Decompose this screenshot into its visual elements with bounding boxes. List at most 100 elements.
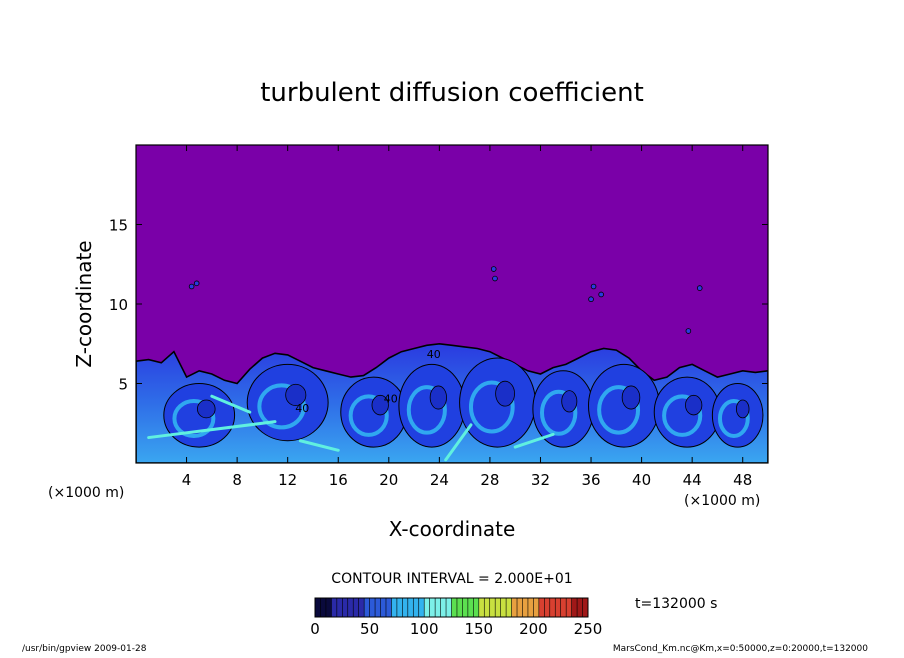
eddy-streak xyxy=(257,383,306,430)
colorbar-segment xyxy=(462,598,469,617)
colorbar-segment xyxy=(538,598,545,617)
eddy-streak xyxy=(717,398,750,438)
x-tick-label: 44 xyxy=(683,471,702,489)
eddy-center xyxy=(735,399,750,419)
colorbar-segment xyxy=(325,598,332,617)
colorbar-segment xyxy=(418,598,425,617)
colorbar-segment xyxy=(413,598,420,617)
y-axis: 5 10 15 xyxy=(109,217,768,394)
x-tick-label: 48 xyxy=(733,471,752,489)
colorbar xyxy=(314,597,589,618)
colorbar-tick-label: 50 xyxy=(360,620,379,638)
colorbar-tick-label: 200 xyxy=(519,620,548,638)
colorbar-segment xyxy=(429,598,436,617)
x-tick-label: 8 xyxy=(232,471,242,489)
colorbar-segment xyxy=(560,598,567,617)
footer-left: /usr/bin/gpview 2009-01-28 xyxy=(22,644,147,654)
time-label: t=132000 s xyxy=(635,596,717,612)
isolated-cell xyxy=(490,266,497,272)
turbulent-streak xyxy=(298,439,340,452)
colorbar-segment xyxy=(456,598,463,617)
colorbar-tick-label: 150 xyxy=(464,620,493,638)
colorbar-tick-label: 250 xyxy=(574,620,603,638)
contour-interval: CONTOUR INTERVAL = 2.000E+01 xyxy=(331,571,572,587)
isolated-cell xyxy=(492,275,498,282)
x-tick-label: 24 xyxy=(430,471,449,489)
y-axis-title: Z-coordinate xyxy=(72,240,96,367)
colorbar-segment xyxy=(331,598,338,617)
isolated-cell xyxy=(685,328,692,334)
colorbar-segment xyxy=(342,598,349,617)
x-axis-title: X-coordinate xyxy=(389,517,516,541)
eddy-center xyxy=(197,399,216,419)
colorbar-segment xyxy=(407,598,414,617)
contour-label: 40 xyxy=(427,348,441,361)
colorbar-segment xyxy=(424,598,430,617)
isolated-cell xyxy=(696,285,703,291)
contour-label: 40 xyxy=(295,402,309,415)
turbulent-layer: 40 40 40 xyxy=(136,266,768,463)
colorbar-segment xyxy=(500,598,507,617)
eddy-center xyxy=(495,380,515,407)
colorbar-segment xyxy=(446,598,452,617)
contour-label: 40 xyxy=(384,393,398,406)
x-unit-left: (×1000 m) xyxy=(48,485,124,501)
eddy-streak xyxy=(662,394,703,437)
colorbar-segment xyxy=(435,598,441,617)
plot-area: 40 40 40 xyxy=(136,145,768,463)
colorbar-segment xyxy=(566,598,572,617)
x-tick-label: 36 xyxy=(581,471,600,489)
eddy-center xyxy=(621,385,641,410)
colorbar-frame xyxy=(314,597,589,618)
colorbar-segment xyxy=(478,598,485,617)
x-tick-label: 16 xyxy=(329,471,348,489)
colorbar-segment xyxy=(544,598,551,617)
y-tick-label: 5 xyxy=(118,376,128,394)
eddy-streak xyxy=(172,398,216,438)
colorbar-segment xyxy=(522,598,529,617)
colorbar-segment xyxy=(473,598,480,617)
colorbar-segment xyxy=(484,598,491,617)
eddy-center xyxy=(429,385,447,410)
colorbar-tick-label: 0 xyxy=(310,620,320,638)
colorbar-segment xyxy=(380,598,387,617)
colorbar-segment xyxy=(440,598,447,617)
colorbar-segment xyxy=(375,598,381,617)
footer-right: MarsCond_Km.nc@Km,x=0:50000,z=0:20000,t=… xyxy=(613,644,868,654)
y-tick-label: 15 xyxy=(109,217,128,235)
colorbar-segment xyxy=(549,598,556,617)
isolated-cell xyxy=(188,283,195,290)
isolated-cell xyxy=(588,296,594,303)
colorbar-segment xyxy=(577,598,583,617)
colorbar-segment xyxy=(451,598,458,617)
x-tick-label: 40 xyxy=(632,471,651,489)
colorbar-segment xyxy=(489,598,496,617)
x-axis: 4 8 12 16 20 24 28 32 36 40 44 48 xyxy=(182,145,752,489)
eddy-center xyxy=(561,390,578,413)
colorbar-segment xyxy=(353,598,359,617)
chart-title: turbulent diffusion coefficient xyxy=(260,78,644,108)
colorbar-segment xyxy=(495,598,501,617)
colorbar-segment xyxy=(467,598,474,617)
colorbar-segment xyxy=(517,598,523,617)
eddy-center xyxy=(285,383,307,407)
x-tick-label: 32 xyxy=(531,471,550,489)
colorbar-segment xyxy=(396,598,403,617)
isolated-cell xyxy=(598,291,604,298)
colorbar-segment xyxy=(315,598,321,617)
colorbar-segment xyxy=(555,598,561,617)
colorbar-segment xyxy=(571,598,578,617)
colorbar-segment xyxy=(527,598,534,617)
colorbar-segment xyxy=(511,598,518,617)
isolated-cell xyxy=(193,280,200,287)
isolated-cell xyxy=(590,283,597,290)
eddy-center xyxy=(685,394,703,416)
eddy-streak xyxy=(406,385,447,435)
eddy-streak xyxy=(348,394,389,437)
x-unit-right: (×1000 m) xyxy=(684,493,760,509)
x-tick-label: 4 xyxy=(182,471,192,489)
colorbar-segment xyxy=(533,598,540,617)
colorbar-segment xyxy=(320,598,327,617)
